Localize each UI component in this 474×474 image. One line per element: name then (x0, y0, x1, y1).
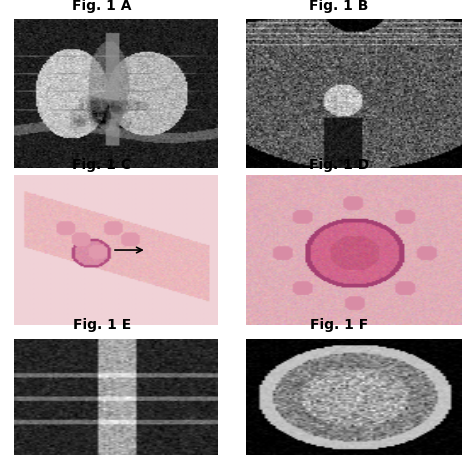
Text: Fig. 1 B: Fig. 1 B (309, 0, 369, 13)
Text: Fig. 1 D: Fig. 1 D (309, 157, 369, 172)
Text: Fig. 1 F: Fig. 1 F (310, 318, 368, 332)
Text: Fig. 1 C: Fig. 1 C (73, 157, 131, 172)
Text: Fig. 1 E: Fig. 1 E (73, 318, 131, 332)
Text: Fig. 1 A: Fig. 1 A (72, 0, 132, 13)
